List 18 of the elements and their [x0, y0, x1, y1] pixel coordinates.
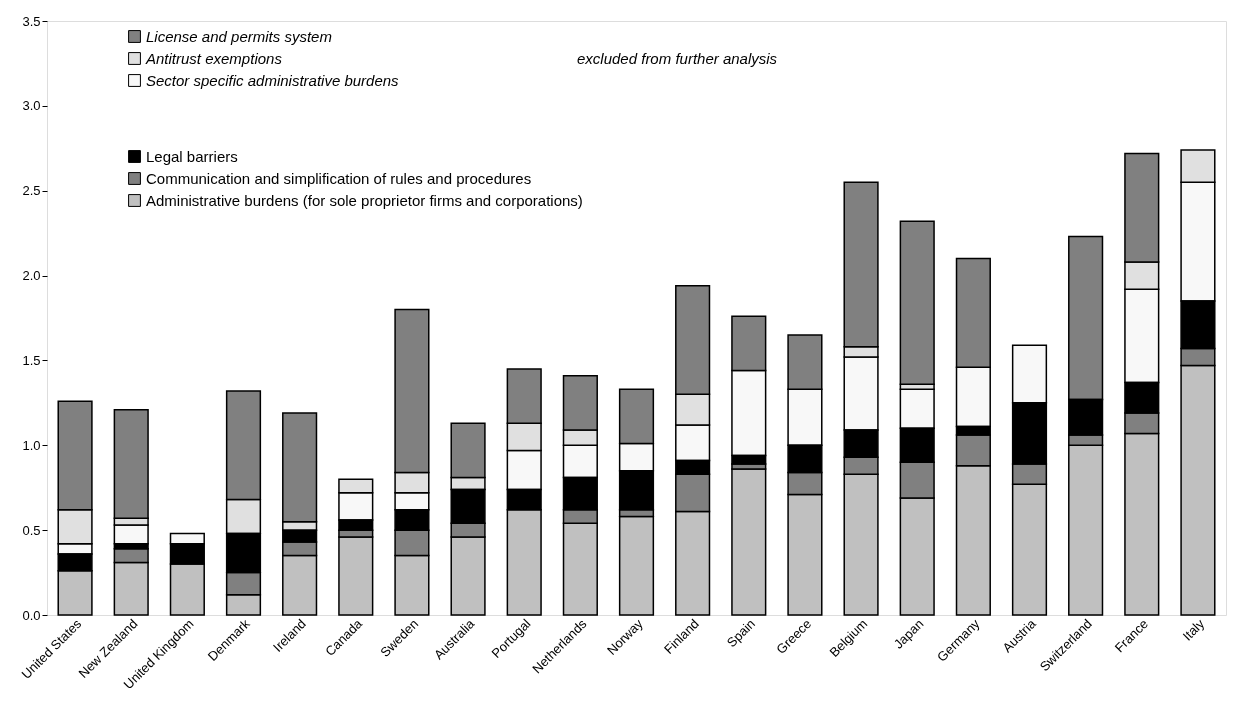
y-tick-label: 0.5 — [22, 522, 41, 538]
y-tick-label: 2.0 — [22, 268, 41, 284]
y-tick-label: 3.0 — [22, 98, 41, 114]
legend-label: Legal barriers — [146, 147, 238, 165]
bar — [731, 468, 767, 616]
bar — [618, 515, 655, 616]
legend-label: Antitrust exemptions — [145, 49, 283, 67]
y-tick-label: 1.0 — [22, 437, 41, 453]
legend-label: License and permits system — [146, 27, 332, 45]
y-tick-label: 1.5 — [22, 352, 41, 368]
y-tick-label: 0.0 — [22, 607, 41, 623]
y-tick-label: 2.5 — [22, 183, 41, 199]
x-tick-label: Italy — [1179, 615, 1208, 644]
legend-label: Administrative burdens (for sole proprietor firms and corporations) — [146, 191, 583, 209]
y-tick-label: 3.5 — [22, 13, 41, 29]
annotation: excluded from further analysis — [577, 50, 778, 67]
legend-label: Communication and simplification of rules and procedures — [146, 169, 532, 187]
legend-label: Sector specific administrative burdens — [146, 71, 400, 89]
